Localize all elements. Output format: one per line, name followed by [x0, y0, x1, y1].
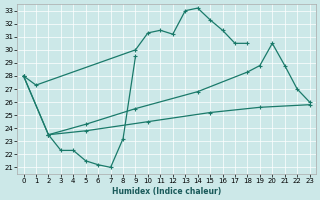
- X-axis label: Humidex (Indice chaleur): Humidex (Indice chaleur): [112, 187, 221, 196]
